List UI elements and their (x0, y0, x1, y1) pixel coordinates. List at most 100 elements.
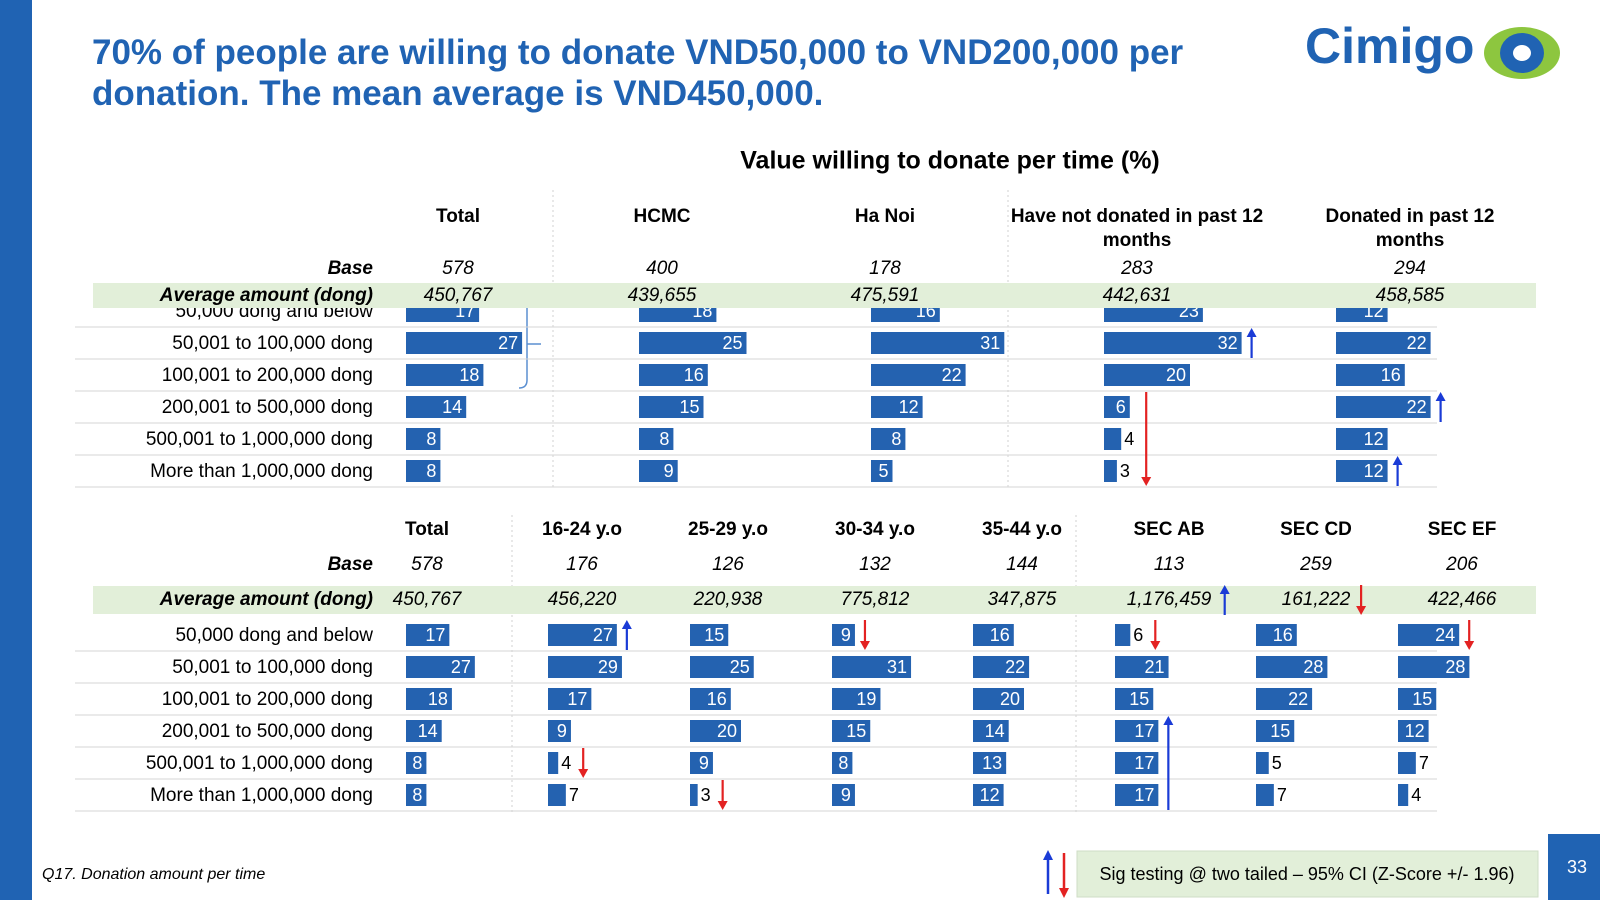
bar (1104, 428, 1122, 450)
bar (973, 784, 1004, 806)
value-label: 17 (1134, 721, 1154, 741)
bar (1398, 624, 1460, 646)
bar (1256, 624, 1297, 646)
value-label: 15 (1270, 721, 1290, 741)
bar (548, 688, 592, 710)
bar (832, 624, 855, 646)
value-label: 12 (1405, 721, 1425, 741)
bar (406, 364, 484, 386)
bar (690, 720, 741, 742)
row-label: 50,001 to 100,000 dong (172, 333, 373, 354)
bar (1398, 656, 1470, 678)
bar (690, 784, 698, 806)
bar (639, 460, 678, 482)
base-value: 259 (1299, 554, 1332, 575)
base-value: 283 (1120, 258, 1153, 279)
value-label: 7 (1419, 753, 1429, 773)
bar (639, 396, 704, 418)
row-label: More than 1,000,000 dong (150, 785, 373, 806)
base-value: 178 (869, 258, 901, 279)
average-value: 458,585 (1376, 285, 1445, 306)
bar (690, 752, 713, 774)
bar (973, 656, 1030, 678)
value-label: 4 (561, 753, 571, 773)
base-value: 113 (1154, 554, 1185, 575)
value-label: 24 (1435, 625, 1455, 645)
row-label: 500,001 to 1,000,000 dong (146, 429, 373, 450)
value-label: 13 (982, 753, 1002, 773)
bar (1336, 332, 1431, 354)
bar (1115, 624, 1131, 646)
base-value: 294 (1393, 258, 1426, 279)
column-header: SEC AB (1133, 519, 1205, 540)
bar (973, 752, 1007, 774)
value-label: 14 (985, 721, 1005, 741)
bar (1398, 784, 1409, 806)
bar (1336, 460, 1388, 482)
row-label: 200,001 to 500,000 dong (162, 721, 373, 742)
bar (548, 752, 559, 774)
value-label: 32 (1218, 333, 1238, 353)
average-value: 220,938 (693, 589, 763, 610)
value-label: 8 (426, 429, 436, 449)
bar (871, 460, 893, 482)
value-label: 9 (841, 625, 851, 645)
value-label: 16 (684, 365, 704, 385)
row-label: 100,001 to 200,000 dong (162, 365, 373, 386)
column-header: 35-44 y.o (982, 519, 1062, 540)
base-label: Base (328, 258, 374, 279)
logo-text: Cimigo (1305, 18, 1474, 74)
bar (690, 688, 731, 710)
bar (832, 656, 912, 678)
value-label: 8 (838, 753, 848, 773)
value-label: 8 (426, 461, 436, 481)
bar (548, 624, 617, 646)
value-label: 5 (1272, 753, 1282, 773)
value-label: 4 (1124, 429, 1134, 449)
value-label: 27 (451, 657, 471, 677)
average-value: 450,767 (424, 285, 494, 306)
value-label: 8 (891, 429, 901, 449)
value-label: 20 (1000, 689, 1020, 709)
logo-pupil (1513, 45, 1531, 61)
side-bar (0, 0, 32, 900)
average-value: 475,591 (851, 285, 920, 306)
bracket (518, 297, 541, 389)
legend-down-head (1059, 888, 1069, 898)
value-label: 3 (701, 785, 711, 805)
bar (639, 364, 708, 386)
sig-legend-icon (1043, 850, 1069, 898)
average-label: Average amount (dong) (159, 285, 373, 306)
base-value: 176 (566, 554, 598, 575)
sig-arrow-head (1219, 585, 1230, 594)
column-header: SEC CD (1280, 519, 1352, 540)
value-label: 15 (1129, 689, 1149, 709)
column-header: Total (436, 206, 480, 227)
average-value: 1,176,459 (1127, 589, 1212, 610)
bar (1256, 688, 1313, 710)
bar (1336, 396, 1431, 418)
slide-title: 70% of people are willing to donate VND5… (92, 33, 1184, 113)
bar (548, 656, 622, 678)
sig-arrow-head (1163, 716, 1174, 725)
value-label: 22 (1407, 397, 1427, 417)
bar (973, 688, 1024, 710)
bar (1115, 656, 1169, 678)
bar (1256, 752, 1269, 774)
bar (1398, 688, 1437, 710)
bar (832, 720, 871, 742)
average-value: 347,875 (988, 589, 1057, 610)
bar (406, 656, 475, 678)
base-value: 132 (859, 554, 891, 575)
base-label: Base (328, 554, 374, 575)
average-value: 422,466 (1428, 589, 1497, 610)
bar (406, 460, 441, 482)
value-label: 15 (846, 721, 866, 741)
value-label: 7 (1277, 785, 1287, 805)
bar (548, 784, 566, 806)
average-value: 456,220 (548, 589, 617, 610)
value-label: 12 (1364, 429, 1384, 449)
base-value: 578 (411, 554, 443, 575)
bar (1115, 688, 1154, 710)
bar (832, 784, 855, 806)
